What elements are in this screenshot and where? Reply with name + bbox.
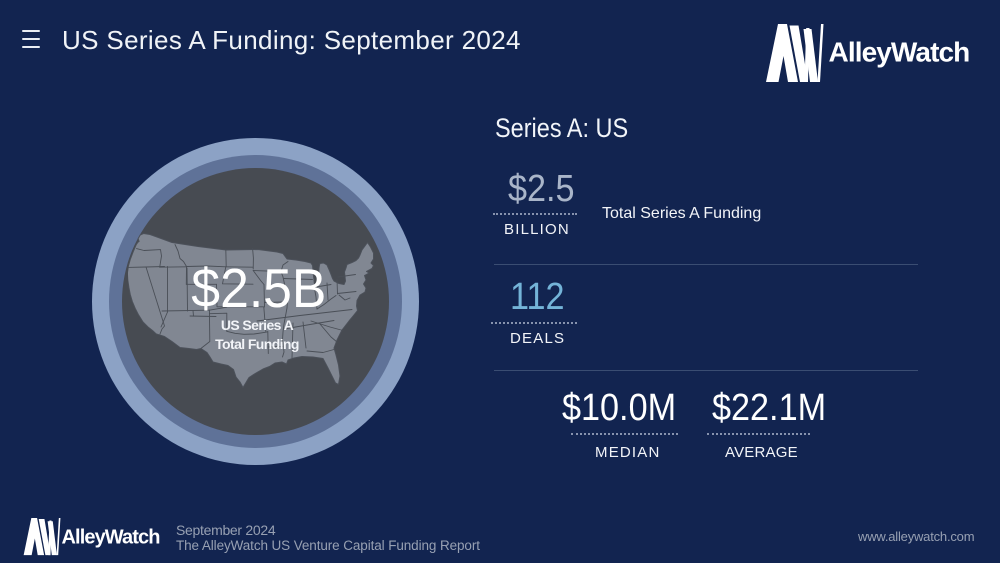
svg-text:AlleyWatch: AlleyWatch (62, 527, 160, 549)
svg-text:AlleyWatch: AlleyWatch (829, 37, 970, 68)
